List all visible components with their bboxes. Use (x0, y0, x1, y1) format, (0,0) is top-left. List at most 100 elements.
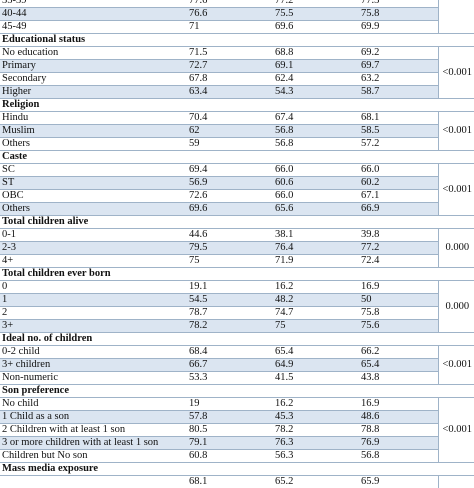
value-cell: 76.9 (359, 437, 438, 450)
value-cell: 60.2 (359, 177, 438, 190)
row-label: No education (0, 47, 187, 60)
value-cell: 56.8 (273, 125, 359, 138)
row-label: 0 (0, 281, 187, 294)
p-value-cell (438, 476, 474, 488)
value-cell: 54.5 (187, 294, 273, 307)
row-label: 2-3 (0, 242, 187, 255)
value-cell: 78.2 (187, 320, 273, 333)
value-cell: 71.5 (187, 47, 273, 60)
value-cell: 66.0 (273, 164, 359, 177)
value-cell: 76.6 (187, 8, 273, 21)
value-cell: 58.7 (359, 86, 438, 99)
value-cell: 69.9 (359, 21, 438, 34)
value-cell: 39.8 (359, 229, 438, 242)
value-cell: 66.0 (273, 190, 359, 203)
value-cell: 78.2 (273, 424, 359, 437)
p-value-cell (438, 0, 474, 34)
value-cell: 79.1 (187, 437, 273, 450)
value-cell: 75 (273, 320, 359, 333)
value-cell: 71 (187, 21, 273, 34)
value-cell: 70.4 (187, 112, 273, 125)
value-cell: 50 (359, 294, 438, 307)
value-cell: 67.4 (273, 112, 359, 125)
row-label: 2 (0, 307, 187, 320)
section-header-row: Son preference (0, 385, 474, 398)
row-label: Muslim (0, 125, 187, 138)
value-cell: 62.4 (273, 73, 359, 86)
value-cell: 16.9 (359, 281, 438, 294)
value-cell: 65.6 (273, 203, 359, 216)
section-title: Caste (0, 151, 474, 164)
row-label: 45-49 (0, 21, 187, 34)
value-cell: 66.9 (359, 203, 438, 216)
value-cell: 68.4 (187, 346, 273, 359)
value-cell: 69.1 (273, 60, 359, 73)
row-label (0, 476, 187, 488)
section-header-row: Ideal no. of children (0, 333, 474, 346)
row-label: OBC (0, 190, 187, 203)
value-cell: 77.6 (187, 0, 273, 8)
value-cell: 74.7 (273, 307, 359, 320)
value-cell: 78.7 (187, 307, 273, 320)
value-cell: 65.4 (273, 346, 359, 359)
value-cell: 19.1 (187, 281, 273, 294)
value-cell: 48.2 (273, 294, 359, 307)
value-cell: 66.0 (359, 164, 438, 177)
value-cell: 80.5 (187, 424, 273, 437)
value-cell: 57.8 (187, 411, 273, 424)
value-cell: 16.2 (273, 281, 359, 294)
value-cell: 19 (187, 398, 273, 411)
row-label: Primary (0, 60, 187, 73)
value-cell: 58.5 (359, 125, 438, 138)
section-title: Total children ever born (0, 268, 474, 281)
value-cell: 60.8 (187, 450, 273, 463)
section-title: Religion (0, 99, 474, 112)
value-cell: 77.2 (273, 0, 359, 8)
value-cell: 53.3 (187, 372, 273, 385)
value-cell: 43.8 (359, 372, 438, 385)
value-cell: 63.4 (187, 86, 273, 99)
row-label: Hindu (0, 112, 187, 125)
section-title: Son preference (0, 385, 474, 398)
value-cell: 45.3 (273, 411, 359, 424)
value-cell: 75.8 (359, 8, 438, 21)
p-value-cell: <0.001 (438, 164, 474, 216)
row-label: No child (0, 398, 187, 411)
p-value-cell: <0.001 (438, 398, 474, 463)
value-cell: 66.7 (187, 359, 273, 372)
section-title: Ideal no. of children (0, 333, 474, 346)
value-cell: 56.8 (273, 138, 359, 151)
value-cell: 56.3 (273, 450, 359, 463)
value-cell: 66.2 (359, 346, 438, 359)
value-cell: 68.1 (187, 476, 273, 488)
p-value-cell: 0.000 (438, 281, 474, 333)
value-cell: 64.9 (273, 359, 359, 372)
row-label: 2 Children with at least 1 son (0, 424, 187, 437)
value-cell: 60.6 (273, 177, 359, 190)
row-label: 4+ (0, 255, 187, 268)
row-label: 3+ (0, 320, 187, 333)
section-header-row: Religion (0, 99, 474, 112)
value-cell: 75.8 (359, 307, 438, 320)
